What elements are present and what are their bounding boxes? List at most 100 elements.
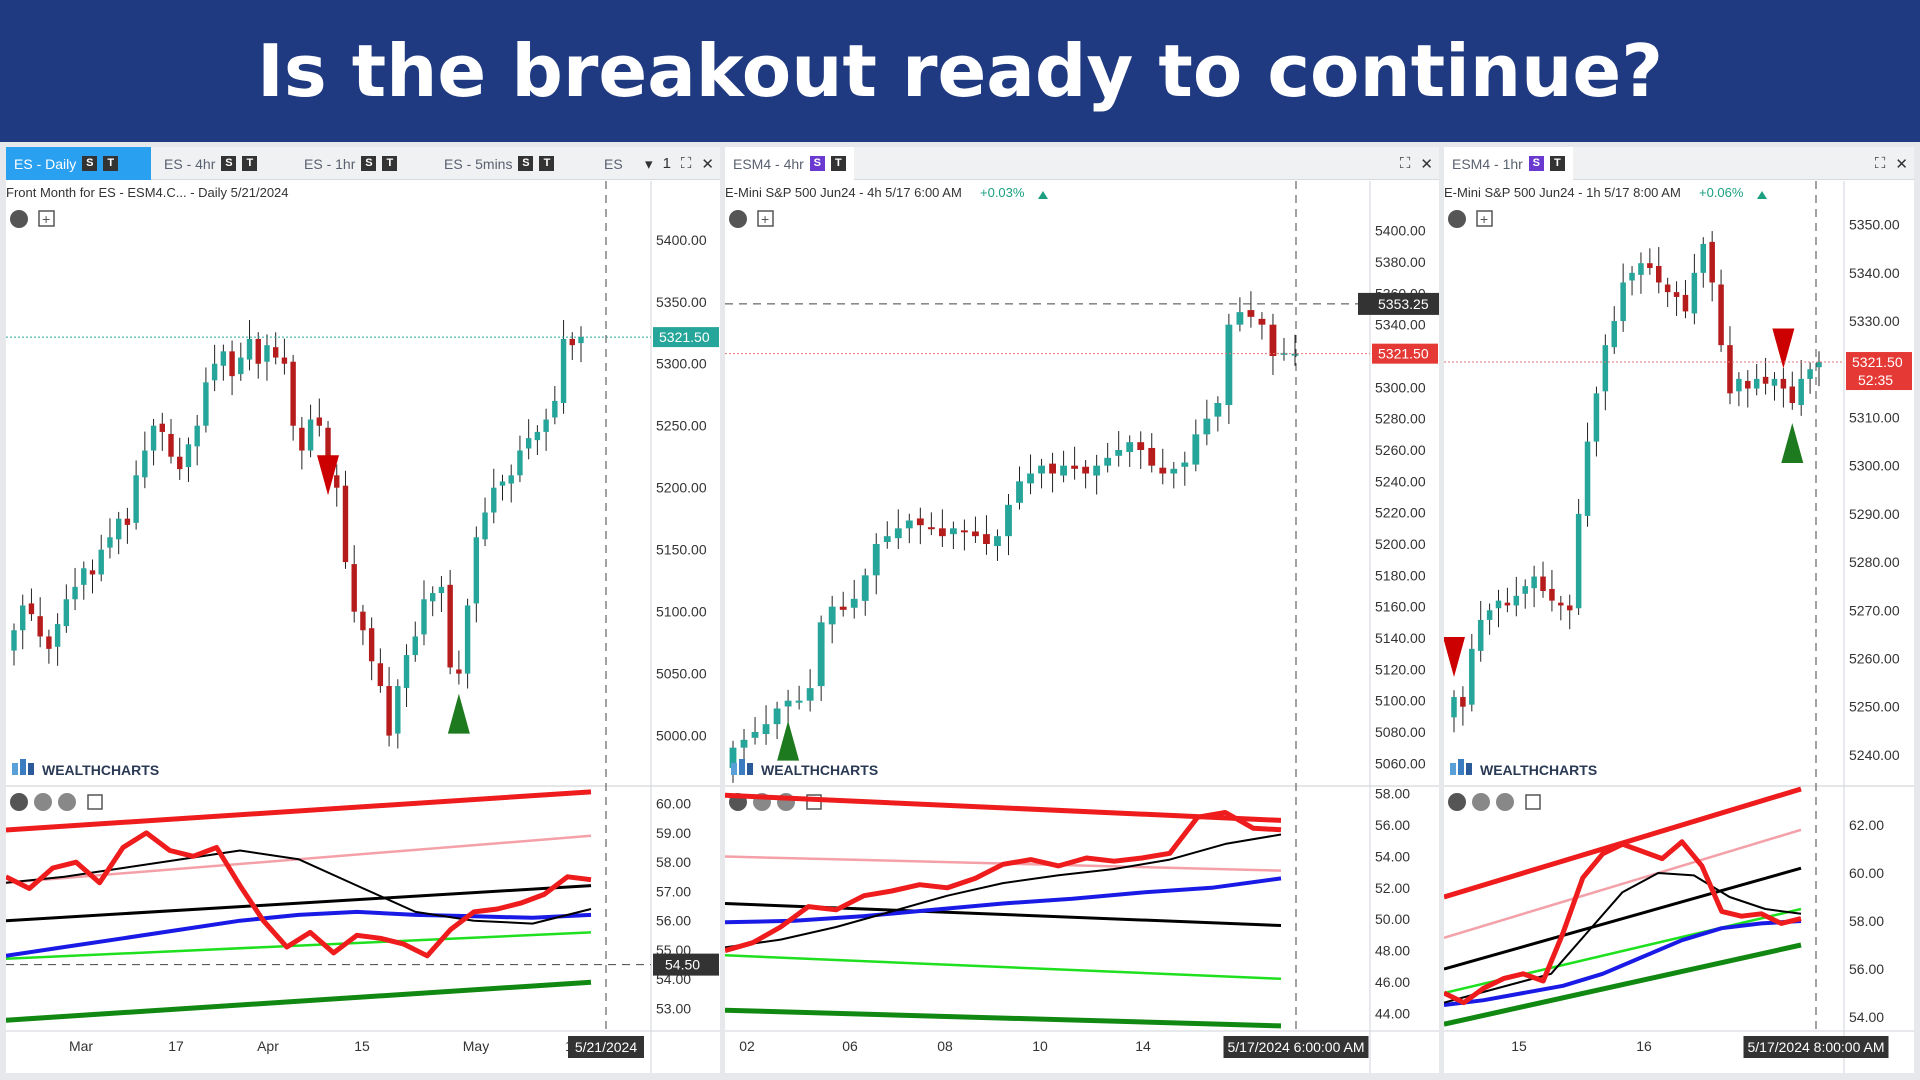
brand-logo-icon xyxy=(1466,763,1472,775)
tab-es-daily[interactable]: ES - Daily S T xyxy=(6,147,151,180)
candle-body xyxy=(1495,600,1502,609)
indicator-tick-label: 60.00 xyxy=(1849,865,1884,881)
tab-es-overflow[interactable]: ES xyxy=(596,147,631,180)
candle-body xyxy=(1214,403,1222,417)
studies-badge[interactable]: S xyxy=(82,156,98,171)
candle-body xyxy=(46,636,52,649)
price-tick-label: 5310.00 xyxy=(1849,409,1900,425)
price-tick-label: 5150.00 xyxy=(656,542,707,558)
indicator-line-7 xyxy=(725,810,1282,954)
studies-badge[interactable]: S xyxy=(361,156,377,171)
template-badge[interactable]: T xyxy=(539,156,555,171)
chart-area[interactable]: E-Mini S&P 500 Jun24 - 4h 5/17 6:00 AM +0… xyxy=(725,181,1439,1073)
candle-body xyxy=(1638,263,1644,275)
studies-badge[interactable]: S xyxy=(1528,156,1544,171)
candle-body xyxy=(1181,462,1189,467)
price-tick-label: 5280.00 xyxy=(1375,411,1426,427)
brand-logo-icon xyxy=(12,763,18,775)
time-tick-label: 06 xyxy=(842,1038,858,1054)
indicator-value-label: 54.50 xyxy=(665,957,700,973)
add-study-icon xyxy=(87,794,103,810)
tab-es-1hr[interactable]: ES - 1hr S T xyxy=(296,147,405,180)
template-badge[interactable]: T xyxy=(1549,156,1565,171)
indicator-tick-label: 62.00 xyxy=(1849,817,1884,833)
sell-signal-arrow xyxy=(317,455,340,496)
tab-count[interactable]: 1 xyxy=(662,155,671,172)
price-tick-label: 5300.00 xyxy=(1375,379,1426,395)
studies-badge[interactable]: S xyxy=(809,156,825,171)
candle-body xyxy=(159,423,165,432)
candle-body xyxy=(150,425,157,451)
indicator-tick-label: 54.00 xyxy=(1375,848,1410,864)
candle-body xyxy=(883,536,891,542)
maximize-icon[interactable]: ⛶ xyxy=(1874,155,1886,172)
candle-body xyxy=(194,425,200,447)
candle-body xyxy=(255,338,261,364)
candle-body xyxy=(1460,697,1466,707)
brand-name: WEALTHCHARTS xyxy=(1480,762,1597,778)
candle-body xyxy=(1664,284,1671,293)
close-icon[interactable]: ✕ xyxy=(701,155,714,173)
candle-body xyxy=(1647,263,1653,269)
chart-area[interactable]: E-Mini S&P 500 Jun24 - 1h 5/17 8:00 AM +0… xyxy=(1444,181,1914,1073)
price-tick-label: 5050.00 xyxy=(656,666,707,682)
indicator-line-6 xyxy=(725,833,1282,949)
studies-badge[interactable]: S xyxy=(221,156,237,171)
add-study-icon xyxy=(38,210,55,227)
candle-body xyxy=(1575,513,1582,609)
tab-es-5mins[interactable]: ES - 5mins S T xyxy=(436,147,562,180)
indicator-line-3 xyxy=(725,954,1282,981)
candle-body xyxy=(368,628,375,662)
candle-body xyxy=(1093,465,1101,476)
close-icon[interactable]: ✕ xyxy=(1895,155,1908,173)
price-tick-label: 5350.00 xyxy=(656,294,707,310)
candle-body xyxy=(1469,648,1475,705)
candle-body xyxy=(1060,465,1068,476)
template-badge[interactable]: T xyxy=(103,156,119,171)
candle-body xyxy=(1753,378,1760,389)
template-badge[interactable]: T xyxy=(242,156,258,171)
candle-body xyxy=(211,363,218,381)
candle-body xyxy=(1280,352,1288,355)
candle-body xyxy=(1522,586,1528,594)
price-tick-label: 5000.00 xyxy=(656,728,707,744)
candle-body xyxy=(1269,324,1277,356)
last-price-label: 5321.50 xyxy=(659,329,710,345)
candle-body xyxy=(1602,345,1609,392)
indicator-tick-label: 50.00 xyxy=(1375,911,1410,927)
tab-dropdown-icon[interactable]: ▾ xyxy=(645,155,653,173)
candle-body xyxy=(133,475,139,523)
chart-area[interactable]: Front Month for ES - ESM4.C... - Daily 5… xyxy=(6,181,720,1073)
studies-badge[interactable]: S xyxy=(518,156,534,171)
candle-body xyxy=(1709,241,1715,283)
candle-body xyxy=(307,419,314,451)
candle-body xyxy=(1807,369,1813,379)
panel-controls: ⛶ ✕ xyxy=(1400,147,1433,180)
add-study-glyph: + xyxy=(761,211,769,227)
candle-body xyxy=(395,686,401,734)
candle-body xyxy=(1736,378,1742,392)
maximize-icon[interactable]: ⛶ xyxy=(680,155,692,172)
time-tick-label: May xyxy=(463,1038,489,1054)
time-tick-label: Mar xyxy=(69,1038,93,1054)
candle-body xyxy=(316,417,323,426)
template-badge[interactable]: T xyxy=(382,156,398,171)
indicator-line-7 xyxy=(1444,839,1802,1006)
symbol-info: E-Mini S&P 500 Jun24 - 4h 5/17 6:00 AM xyxy=(725,185,962,200)
tab-esm4-4hr[interactable]: ESM4 - 4hr S T xyxy=(725,147,854,180)
tab-label: ES - 1hr xyxy=(304,155,356,172)
maximize-icon[interactable]: ⛶ xyxy=(1399,155,1411,172)
candle-body xyxy=(54,624,61,647)
candle-body xyxy=(1691,272,1698,314)
tab-es-4hr[interactable]: ES - 4hr S T xyxy=(156,147,265,180)
candle-body xyxy=(784,700,792,707)
tab-label: ESM4 - 1hr xyxy=(1452,155,1523,172)
candle-body xyxy=(177,456,183,470)
template-badge[interactable]: T xyxy=(830,156,846,171)
candle-body xyxy=(81,568,87,585)
close-icon[interactable]: ✕ xyxy=(1420,155,1433,173)
tab-esm4-1hr[interactable]: ESM4 - 1hr S T xyxy=(1444,147,1573,180)
bar-countdown-label: 52:35 xyxy=(1858,372,1893,388)
candle-body xyxy=(1126,442,1134,453)
candle-body xyxy=(960,530,968,533)
